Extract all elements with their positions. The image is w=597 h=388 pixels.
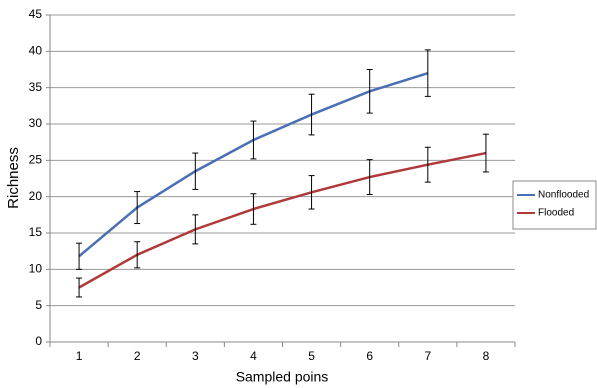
y-tick-label: 20 <box>29 189 43 203</box>
error-bar <box>76 277 83 298</box>
error-bar <box>424 49 431 97</box>
error-bar <box>250 193 257 225</box>
error-bar <box>424 146 431 183</box>
x-tick-label: 2 <box>134 349 141 363</box>
error-bar <box>192 152 199 190</box>
y-tick-label: 35 <box>29 80 43 94</box>
x-axis-title: Sampled poins <box>236 369 329 385</box>
y-tick-label: 10 <box>29 262 43 276</box>
y-tick-label: 40 <box>29 44 43 58</box>
x-tick-label: 7 <box>424 349 431 363</box>
error-bar <box>308 175 315 210</box>
error-bar <box>482 133 489 173</box>
legend-label: Flooded <box>538 208 574 219</box>
error-bar <box>192 214 199 245</box>
y-tick-label: 15 <box>29 225 43 239</box>
error-bar <box>134 241 141 269</box>
data-line <box>78 71 429 258</box>
y-tick-label: 30 <box>29 116 43 130</box>
x-tick-label: 3 <box>192 349 199 363</box>
x-tick-label: 4 <box>250 349 257 363</box>
legend-box <box>512 180 597 230</box>
error-bar <box>250 120 257 160</box>
legend-label: Nonflooded <box>538 190 589 201</box>
y-tick-label: 25 <box>29 153 43 167</box>
error-bar <box>308 93 315 136</box>
y-tick-label: 5 <box>35 298 42 312</box>
x-tick-label: 8 <box>483 349 490 363</box>
error-bar <box>366 69 373 114</box>
data-line <box>78 151 487 289</box>
y-axis-title: Richness <box>5 147 22 209</box>
y-tick-label: 0 <box>35 334 42 348</box>
x-tick-label: 6 <box>366 349 373 363</box>
error-bar <box>134 191 141 225</box>
x-tick-label: 5 <box>308 349 315 363</box>
error-bar <box>76 242 83 270</box>
y-tick-label: 45 <box>29 7 43 21</box>
error-bar <box>366 159 373 195</box>
x-tick-label: 1 <box>76 349 83 363</box>
